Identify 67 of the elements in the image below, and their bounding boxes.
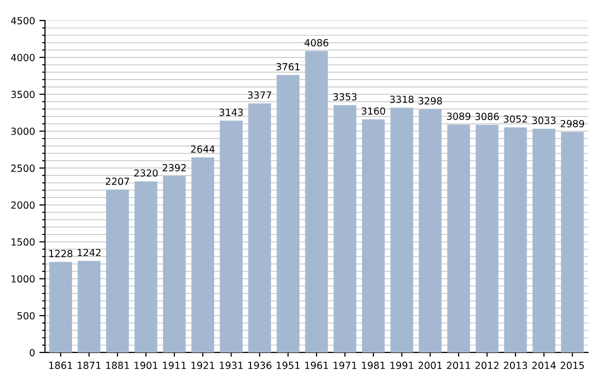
data-label: 3298 bbox=[418, 97, 442, 105]
bar bbox=[362, 119, 385, 352]
x-tick-label: 1991 bbox=[390, 362, 414, 370]
x-tick-label: 1961 bbox=[305, 362, 328, 370]
y-tick-label: 2500 bbox=[11, 164, 35, 172]
x-tick-label: 2013 bbox=[504, 362, 528, 370]
bar bbox=[162, 176, 186, 352]
bar bbox=[390, 108, 414, 352]
y-tick-label: 3500 bbox=[11, 90, 35, 98]
y-tick-label: 3000 bbox=[11, 128, 35, 136]
data-label: 3353 bbox=[333, 93, 357, 100]
data-label: 1228 bbox=[49, 250, 72, 258]
y-tick-label: 4500 bbox=[11, 16, 35, 24]
data-label: 2207 bbox=[106, 178, 130, 186]
x-tick-label: 1921 bbox=[191, 362, 214, 370]
bar bbox=[560, 132, 584, 352]
data-label: 3052 bbox=[504, 115, 527, 123]
x-tick-label: 1871 bbox=[78, 362, 101, 370]
bar bbox=[276, 75, 300, 352]
bar bbox=[447, 124, 470, 352]
x-tick-label: 1951 bbox=[276, 362, 300, 370]
data-label: 2320 bbox=[134, 169, 158, 177]
bar bbox=[476, 124, 498, 352]
x-tick-label: 1911 bbox=[163, 362, 186, 370]
bar bbox=[134, 181, 158, 352]
y-tick-label: 2000 bbox=[11, 201, 35, 209]
x-tick-label: 1971 bbox=[334, 362, 356, 370]
data-label: 3377 bbox=[248, 91, 272, 99]
data-label: 3089 bbox=[447, 112, 470, 120]
data-label: 3143 bbox=[220, 108, 243, 116]
data-label: 1242 bbox=[78, 248, 100, 256]
bar bbox=[49, 262, 72, 352]
data-label: 3033 bbox=[532, 116, 556, 124]
y-tick-label: 4000 bbox=[11, 54, 35, 62]
x-tick-label: 1861 bbox=[49, 362, 72, 370]
data-label: 3318 bbox=[390, 96, 414, 104]
y-tick-label: 1500 bbox=[12, 238, 35, 246]
data-label: 4086 bbox=[304, 39, 328, 46]
data-label: 3160 bbox=[362, 107, 386, 115]
x-tick-label: 1981 bbox=[362, 362, 385, 370]
x-tick-label: 1901 bbox=[134, 362, 158, 370]
x-tick-label: 2012 bbox=[475, 362, 498, 370]
x-tick-label: 2011 bbox=[446, 362, 470, 370]
data-label: 3761 bbox=[276, 63, 300, 70]
bar bbox=[504, 127, 527, 352]
x-tick-label: 2001 bbox=[418, 362, 442, 370]
bar bbox=[106, 190, 129, 352]
bar bbox=[305, 51, 328, 352]
bar bbox=[334, 105, 356, 352]
y-tick-label: 1000 bbox=[12, 275, 35, 283]
y-tick-label: 0 bbox=[30, 348, 35, 356]
data-label: 2989 bbox=[560, 120, 584, 128]
x-tick-label: 2014 bbox=[532, 362, 556, 370]
bar bbox=[191, 157, 214, 352]
data-label: 2392 bbox=[162, 164, 186, 172]
data-label: 3086 bbox=[475, 112, 499, 120]
x-tick-label: 1881 bbox=[106, 362, 129, 370]
x-tick-label: 2015 bbox=[560, 362, 584, 370]
bar bbox=[418, 109, 442, 352]
x-tick-label: 1936 bbox=[248, 362, 272, 370]
x-tick-label: 1931 bbox=[220, 362, 243, 370]
data-label: 2644 bbox=[191, 145, 215, 153]
bar bbox=[248, 103, 272, 352]
bar bbox=[78, 260, 100, 352]
bar bbox=[220, 120, 243, 352]
y-tick-label: 500 bbox=[17, 312, 35, 320]
bar bbox=[532, 128, 556, 352]
